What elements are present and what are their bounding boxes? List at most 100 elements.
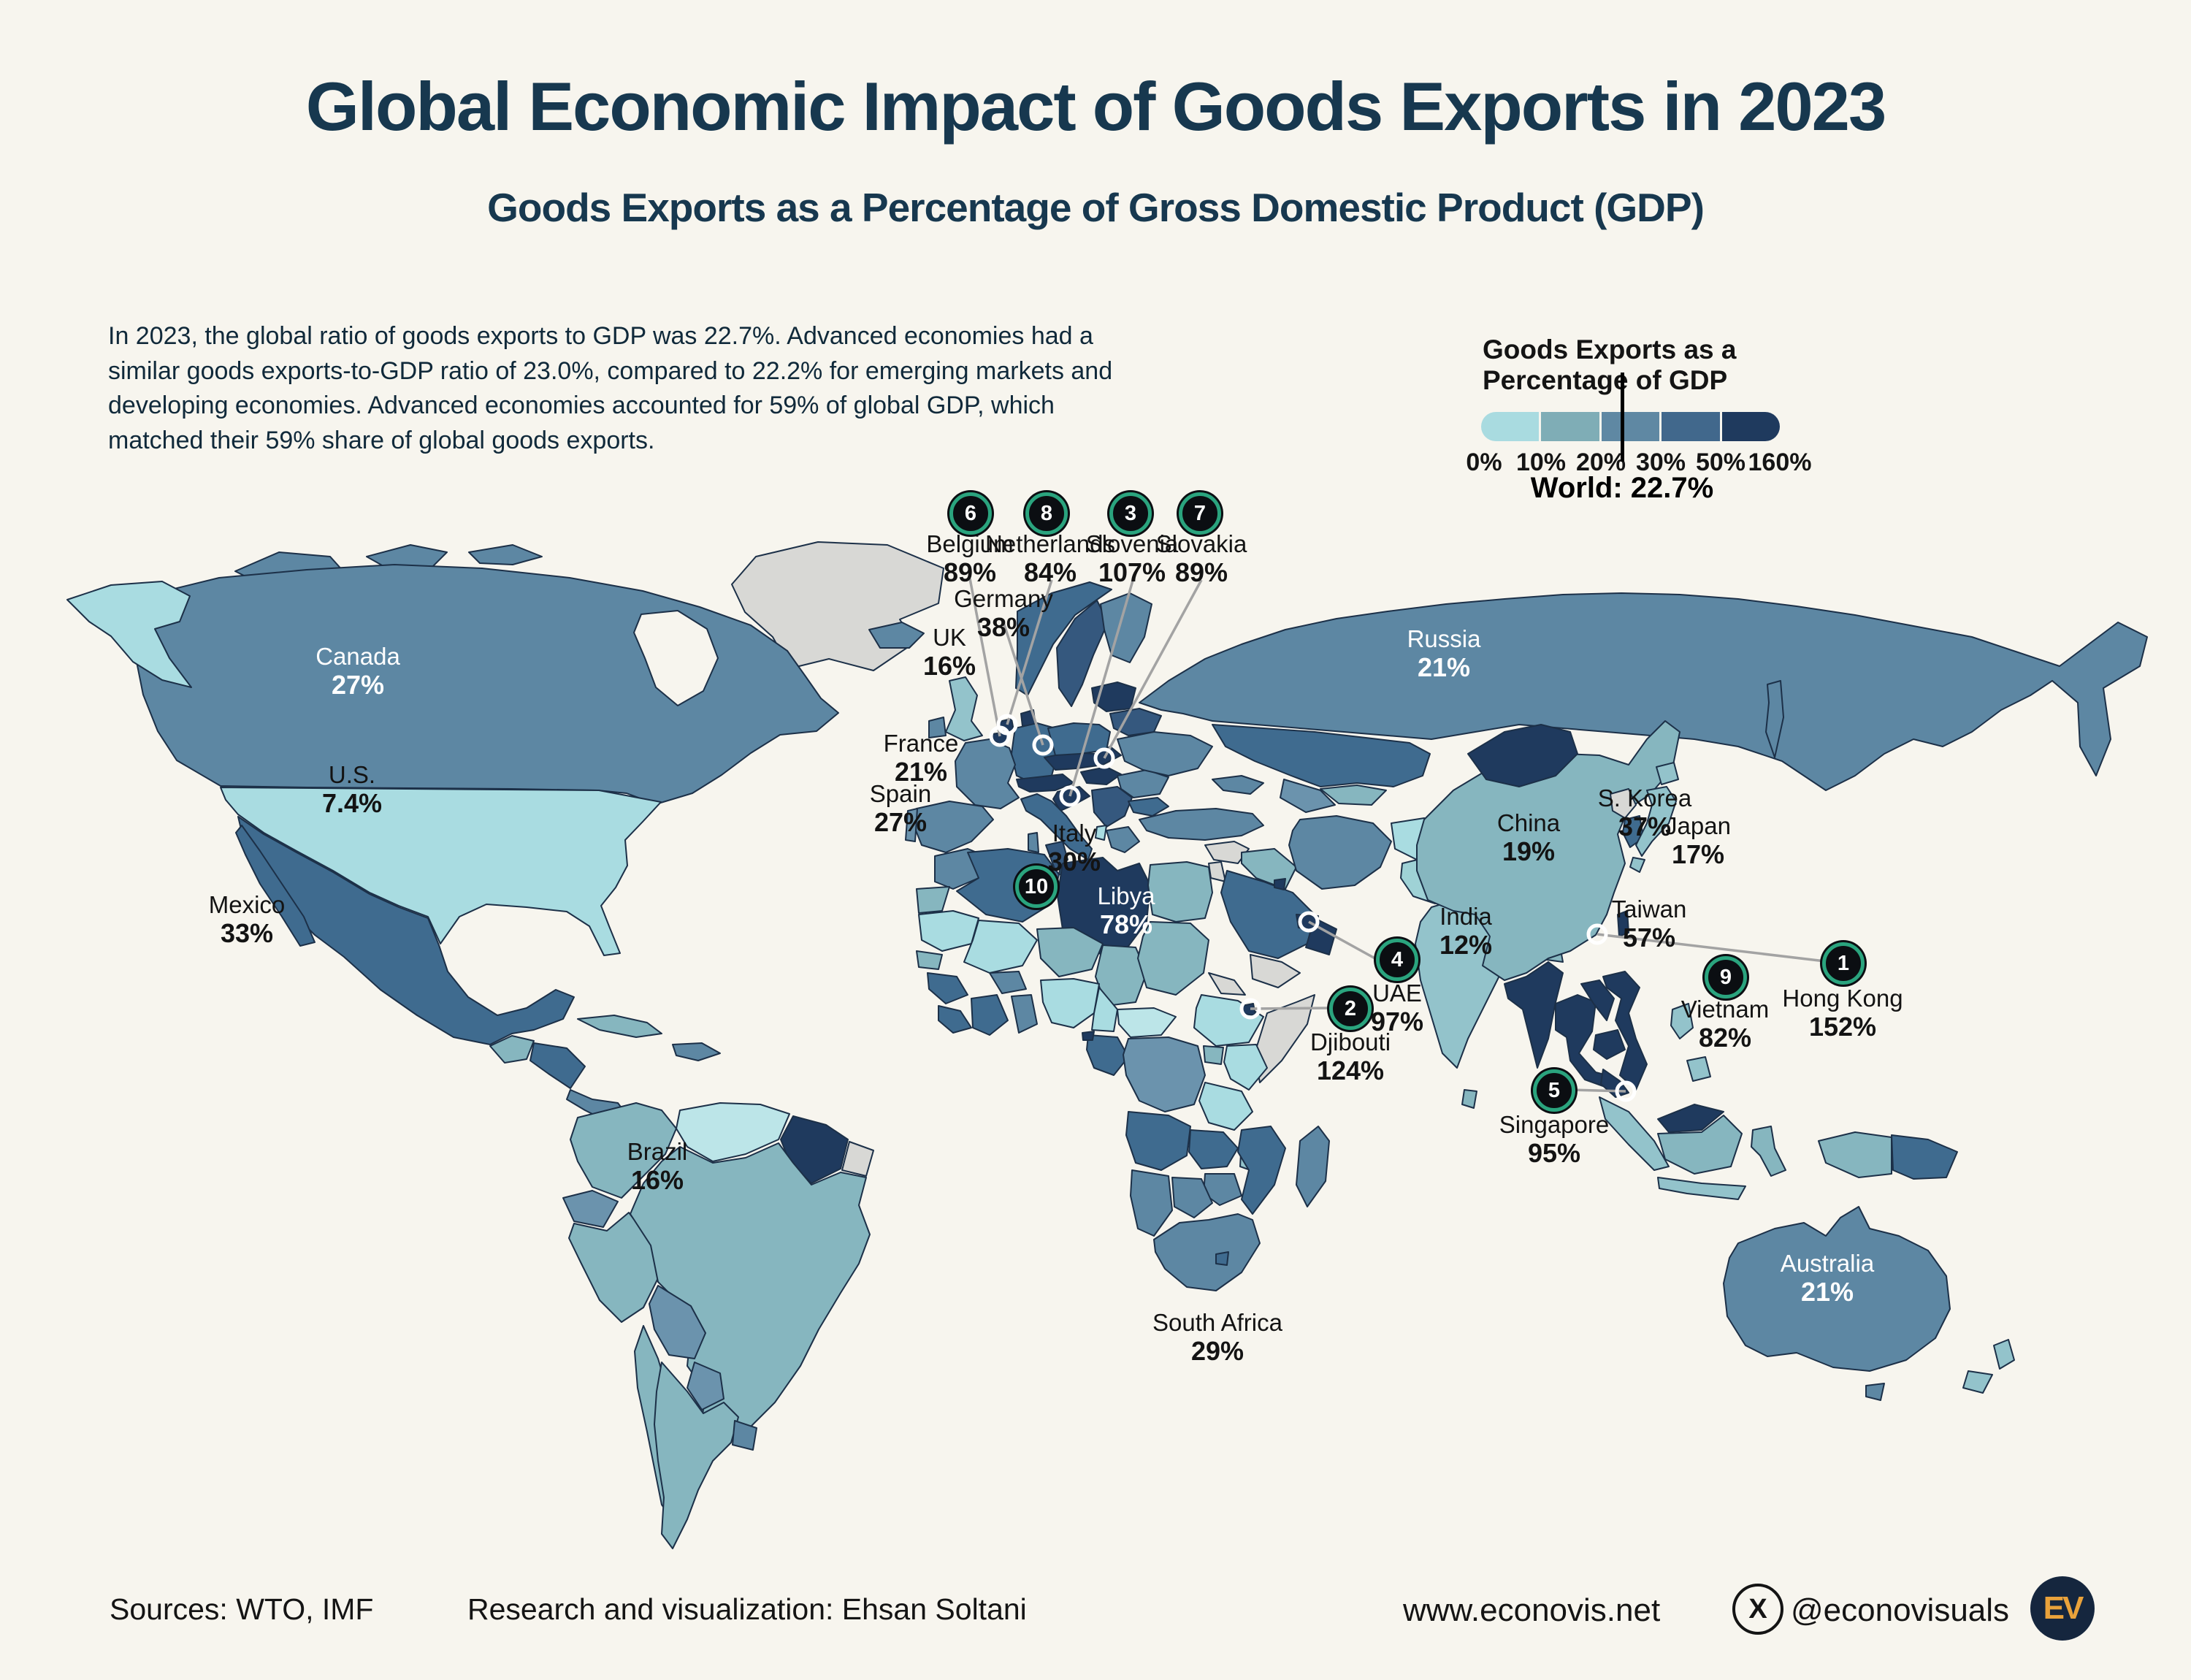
country-uganda (1203, 1045, 1224, 1065)
country-name: France (883, 730, 959, 757)
country-ghana (1011, 994, 1038, 1034)
country-mexico (237, 816, 575, 1045)
country-belarus (1109, 708, 1162, 736)
country-japan-honshu (1635, 786, 1677, 857)
country-nigeria (1040, 978, 1100, 1028)
rank-badge-uae: 4 (1376, 939, 1418, 981)
legend-tick: 50% (1695, 448, 1746, 476)
country-value: 89% (943, 557, 997, 587)
map-label-canada: Canada 27% (316, 644, 400, 700)
map-label-france: France 21% (883, 730, 959, 787)
rank-number: 6 (964, 501, 977, 525)
country-guatemala (489, 1035, 535, 1064)
map-label-italy: Italy 30% (1048, 820, 1101, 877)
econovis-logo: EV (2030, 1576, 2095, 1641)
legend-seg-10-20 (1541, 412, 1599, 441)
country-cambodia (1593, 1029, 1626, 1060)
country-egypt (1147, 861, 1213, 923)
rank-badge-djibouti: 2 (1329, 988, 1372, 1030)
map-label-uk: UK 16% (923, 625, 976, 681)
legend-tick: 0% (1466, 448, 1502, 476)
country-honduras-nicaragua (529, 1042, 586, 1089)
country-spain (914, 801, 994, 853)
country-cuba (577, 1015, 662, 1038)
country-namibia (1130, 1169, 1173, 1237)
country-ethiopia (1193, 994, 1264, 1047)
country-botswana (1171, 1177, 1213, 1218)
rank-number: 5 (1548, 1078, 1561, 1102)
country-iceland (868, 622, 925, 649)
legend-color-bar (1481, 412, 1781, 441)
country-ukraine (1117, 731, 1213, 776)
country-name: Russia (1407, 625, 1481, 652)
country-sakhalin (1765, 680, 1784, 758)
country-value: 38% (976, 611, 1031, 642)
country-norway (1015, 581, 1112, 696)
country-yemen (1250, 954, 1301, 988)
map-label-spain: Spain 27% (870, 781, 931, 837)
map-label-germany: Germany 38% (954, 586, 1053, 642)
country-france (955, 738, 1020, 809)
country-south-africa (1153, 1213, 1261, 1291)
map-label-taiwan: Taiwan 57% (1612, 896, 1687, 952)
country-australia (1723, 1206, 1951, 1372)
rank-badge-slovenia: 3 (1109, 492, 1152, 535)
country-equatorial-guinea (1082, 1031, 1095, 1041)
map-label-mexico: Mexico 33% (209, 892, 286, 948)
country-sierraleone-liberia (938, 1005, 972, 1034)
rank-number: 3 (1124, 501, 1137, 525)
rank-badge-slovakia: 7 (1179, 492, 1221, 535)
country-usa (220, 787, 662, 956)
map-label-russia: Russia 21% (1407, 625, 1481, 682)
rank-badge-hong-kong: 1 (1822, 942, 1865, 985)
country-name: Australia (1780, 1250, 1875, 1277)
country-name: Brazil (627, 1138, 688, 1165)
country-kuwait (1274, 878, 1286, 890)
country-iran (1288, 815, 1392, 890)
map-label-china: China 19% (1497, 810, 1560, 866)
country-poland (1047, 722, 1111, 756)
country-value: 152% (1808, 1011, 1877, 1042)
country-value: 57% (1622, 922, 1676, 952)
country-north-korea (1610, 788, 1637, 819)
country-peru (568, 1212, 659, 1323)
legend-title: Goods Exports as a Percentage of GDP (1483, 335, 1737, 395)
rank-badge-libya: 10 (1015, 866, 1058, 908)
map-label-hong-kong: Hong Kong 152% (1782, 985, 1903, 1042)
country-italy (1020, 793, 1093, 860)
country-name: UAE (1372, 980, 1422, 1007)
country-mongolia (1467, 724, 1578, 787)
country-mexico-baja (235, 825, 316, 947)
map-label-singapore: Singapore 95% (1499, 1112, 1609, 1168)
country-caucasus (1212, 775, 1264, 795)
country-value: 97% (1370, 1006, 1424, 1036)
country-value: 27% (873, 806, 928, 837)
country-japan-hokkaido (1656, 762, 1679, 785)
rank-number: 1 (1837, 951, 1850, 975)
country-angola (1125, 1111, 1191, 1171)
country-name: Canada (316, 643, 400, 670)
country-value: 7.4% (321, 787, 383, 818)
country-indonesia-papua (1818, 1131, 1892, 1178)
country-hungary (1080, 766, 1122, 785)
map-label-s-korea: S. Korea 37% (1598, 785, 1691, 841)
country-albania (1095, 825, 1107, 841)
country-new-zealand-south (1962, 1370, 1993, 1394)
country-value: 82% (1698, 1022, 1752, 1053)
country-mauritania (918, 910, 979, 952)
country-new-zealand-north (1993, 1339, 2015, 1370)
country-french-guiana (841, 1141, 874, 1177)
rank-badge-netherlands: 8 (1025, 492, 1068, 535)
map-label-slovakia: Slovakia 89% (1156, 531, 1247, 587)
country-senegal (916, 950, 943, 970)
country-paraguay (687, 1362, 724, 1410)
map-label-south-africa: South Africa 29% (1152, 1310, 1282, 1366)
country-gabon-congo (1086, 1034, 1129, 1076)
country-hispaniola (672, 1042, 721, 1061)
map-label-libya: Libya 78% (1098, 883, 1155, 939)
legend-tick: 20% (1575, 448, 1626, 476)
legend-ticks: 0% 10% 20% 30% 50% 160% (1466, 448, 1832, 478)
country-taiwan (1617, 910, 1629, 937)
